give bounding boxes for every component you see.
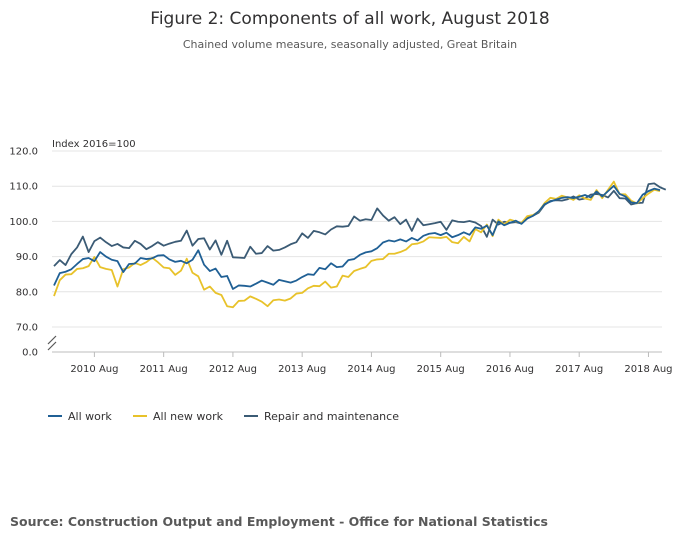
axis-break — [47, 335, 57, 351]
y-tick-label: 70.0 — [16, 323, 38, 334]
x-tick-label: 2016 Aug — [486, 364, 534, 375]
source-text: Source: Construction Output and Employme… — [10, 514, 548, 529]
series-line-all-work — [53, 184, 661, 290]
x-tick-label: 2012 Aug — [209, 364, 257, 375]
y-axis-ticks: 120.0 110.0 100.0 90.0 80.0 70.0 0.0 — [9, 147, 38, 359]
legend-label: Repair and maintenance — [264, 410, 399, 423]
gridlines — [47, 150, 662, 353]
legend-label: All work — [68, 410, 112, 423]
y-tick-label: 90.0 — [16, 252, 38, 263]
chart-subtitle: Chained volume measure, seasonally adjus… — [183, 38, 517, 51]
y-axis-label: Index 2016=100 — [52, 139, 136, 150]
x-axis: 2010 Aug 2011 Aug 2012 Aug 2013 Aug 2014 Aug… — [70, 352, 673, 375]
x-tick-label: 2018 Aug — [624, 364, 672, 375]
series-lines — [53, 180, 667, 309]
series-line-repair-and-maintenance — [53, 182, 667, 267]
y-tick-label: 0.0 — [22, 348, 38, 359]
x-tick-label: 2011 Aug — [140, 364, 188, 375]
x-tick-label: 2013 Aug — [278, 364, 326, 375]
x-tick-label: 2017 Aug — [555, 364, 603, 375]
chart-title: Figure 2: Components of all work, August… — [150, 9, 549, 29]
legend-label: All new work — [153, 410, 224, 423]
y-tick-label: 100.0 — [9, 217, 38, 228]
x-tick-label: 2014 Aug — [347, 364, 395, 375]
y-tick-label: 120.0 — [9, 147, 38, 158]
legend: All work All new work Repair and maintenan… — [48, 410, 399, 423]
y-tick-label: 80.0 — [16, 287, 38, 298]
y-tick-label: 110.0 — [9, 182, 38, 193]
series-line-all-new-work — [53, 180, 661, 309]
x-tick-label: 2015 Aug — [417, 364, 465, 375]
x-tick-label: 2010 Aug — [70, 364, 118, 375]
